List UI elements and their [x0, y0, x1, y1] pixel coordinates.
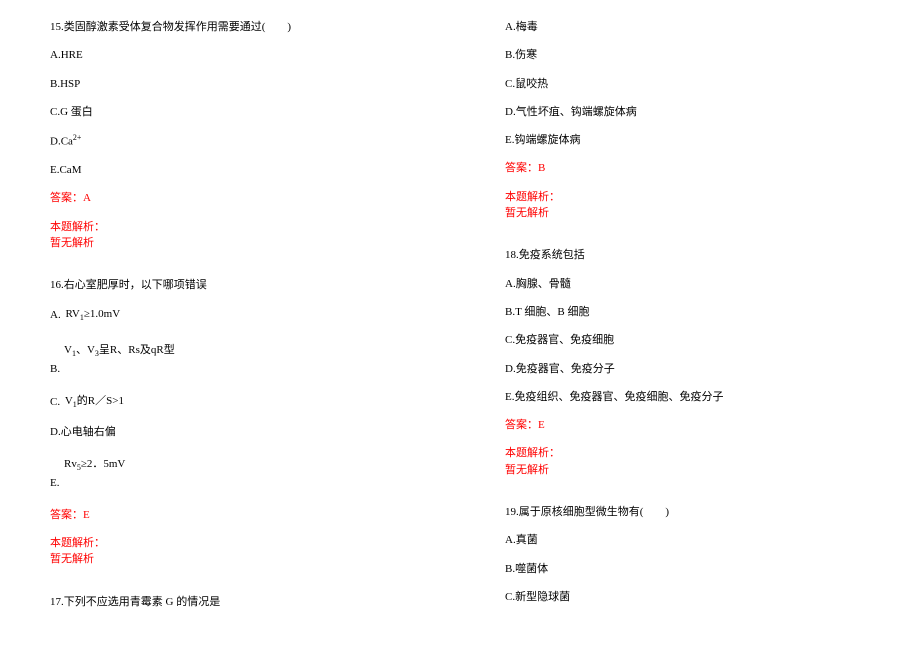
q15-optA: A.HRE	[50, 48, 425, 62]
q18-stem: 18.免疫系统包括	[505, 248, 880, 262]
q19-optA: A.真菌	[505, 533, 880, 547]
q19-optC: C.新型隐球菌	[505, 590, 880, 604]
q15-optC: C.G 蛋白	[50, 105, 425, 119]
q18-analysis: 本题解析：	[505, 446, 880, 460]
q18-analysis-label: 本题解析：	[505, 447, 560, 459]
q16-optC-pre: V	[65, 395, 73, 407]
q16-optA-post: ≥1.0mV	[84, 308, 120, 320]
q17-stem: 17.下列不应选用青霉素 G 的情况是	[50, 595, 425, 609]
q16-optC: C. V1的R／S>1	[50, 394, 425, 411]
q15-analysis-label: 本题解析：	[50, 221, 105, 233]
q16-no-analysis: 暂无解析	[50, 552, 425, 566]
q16-optE-pre: Rv	[64, 458, 77, 470]
q15-stem: 15.类固醇激素受体复合物发挥作用需要通过( )	[50, 20, 425, 34]
q17-optA: A.梅毒	[505, 20, 880, 34]
q15-analysis: 本题解析：	[50, 220, 425, 234]
q15-optD-sup: 2+	[73, 133, 82, 142]
q17-analysis-label: 本题解析：	[505, 191, 560, 203]
q15-optD-pre: D.Ca	[50, 136, 73, 148]
q15-no-analysis: 暂无解析	[50, 236, 425, 250]
q18-optC: C.免疫器官、免疫细胞	[505, 333, 880, 347]
q16-optC-post: 的R／S>1	[77, 395, 124, 407]
q18-optA: A.胸腺、骨髓	[505, 277, 880, 291]
q18-optB: B.T 细胞、B 细胞	[505, 305, 880, 319]
q16-optB-post: 呈R、Rs及qR型	[99, 344, 175, 356]
q16-optB-mid: 、V	[76, 344, 95, 356]
q18-answer: 答案：E	[505, 418, 880, 432]
q16-optA: A. RV1≥1.0mV	[50, 307, 425, 324]
q19-stem: 19.属于原核细胞型微生物有( )	[505, 505, 880, 519]
q15-optE: E.CaM	[50, 163, 425, 177]
q16-optC-label: C.	[50, 395, 60, 409]
q17-optE: E.钩端螺旋体病	[505, 133, 880, 147]
q16-optB-label: B.	[50, 363, 60, 375]
q18-optD: D.免疫器官、免疫分子	[505, 362, 880, 376]
q17-answer: 答案：B	[505, 161, 880, 175]
q16-optB-pre: V	[64, 344, 72, 356]
q17-no-analysis: 暂无解析	[505, 206, 880, 220]
q17-optC: C.鼠咬热	[505, 77, 880, 91]
q16-optA-label: A.	[50, 308, 61, 322]
q18-optE: E.免疫组织、免疫器官、免疫细胞、免疫分子	[505, 390, 880, 404]
q17-optB: B.伤寒	[505, 48, 880, 62]
q16-optE-label: E.	[50, 477, 59, 489]
q19-optB: B.噬菌体	[505, 562, 880, 576]
q17-optD: D.气性坏疽、钩端螺旋体病	[505, 105, 880, 119]
q16-analysis: 本题解析：	[50, 536, 425, 550]
q16-stem: 16.右心室肥厚时，以下哪项错误	[50, 278, 425, 292]
q16-answer: 答案：E	[50, 508, 425, 522]
q15-optD: D.Ca2+	[50, 133, 425, 149]
q16-analysis-label: 本题解析：	[50, 537, 105, 549]
q16-optB: V1、V3呈R、Rs及qR型 B.	[50, 343, 425, 376]
q16-optA-pre: RV	[65, 308, 79, 320]
q18-no-analysis: 暂无解析	[505, 463, 880, 477]
q17-analysis: 本题解析：	[505, 190, 880, 204]
q15-optB: B.HSP	[50, 77, 425, 91]
q16-optE: Rv5≥2．5mV E.	[50, 457, 425, 490]
q16-optE-post: ≥2．5mV	[81, 458, 126, 470]
q15-answer: 答案：A	[50, 191, 425, 205]
q16-optD: D.心电轴右偏	[50, 425, 425, 439]
